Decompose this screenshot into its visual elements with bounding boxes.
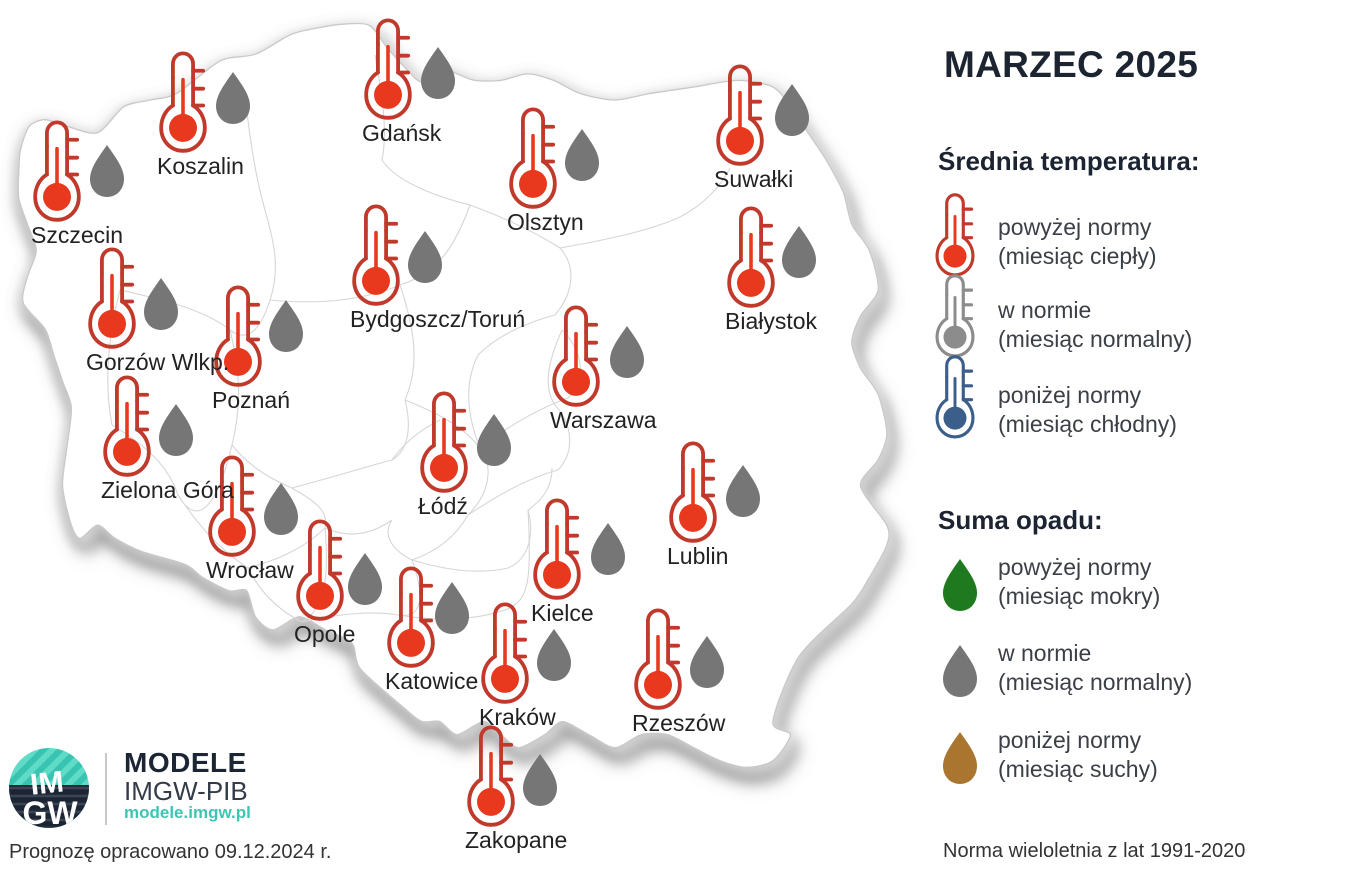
svg-text:GW: GW [22, 795, 78, 831]
